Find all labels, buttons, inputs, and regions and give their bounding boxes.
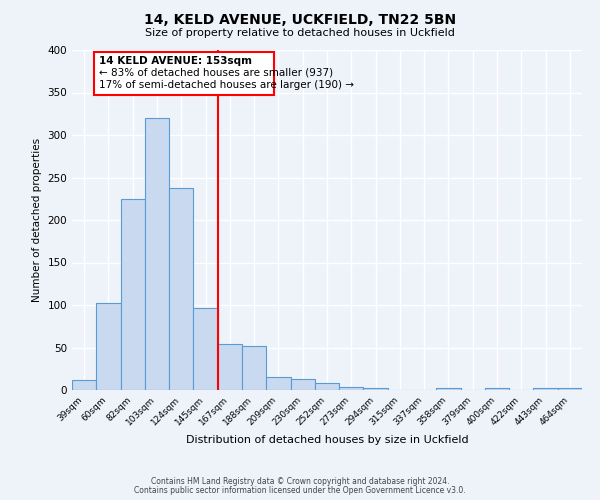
- Bar: [242, 346, 266, 390]
- Text: Size of property relative to detached houses in Uckfield: Size of property relative to detached ho…: [145, 28, 455, 38]
- Bar: [485, 388, 509, 390]
- Bar: [96, 304, 121, 390]
- Bar: [169, 188, 193, 390]
- Bar: [193, 308, 218, 390]
- Bar: [266, 378, 290, 390]
- Bar: [558, 388, 582, 390]
- Bar: [364, 388, 388, 390]
- Bar: [72, 380, 96, 390]
- Bar: [533, 388, 558, 390]
- Text: Contains HM Land Registry data © Crown copyright and database right 2024.: Contains HM Land Registry data © Crown c…: [151, 477, 449, 486]
- Text: 17% of semi-detached houses are larger (190) →: 17% of semi-detached houses are larger (…: [99, 80, 354, 90]
- Text: ← 83% of detached houses are smaller (937): ← 83% of detached houses are smaller (93…: [99, 68, 333, 78]
- Bar: [145, 118, 169, 390]
- Bar: [315, 383, 339, 390]
- Bar: [290, 379, 315, 390]
- FancyBboxPatch shape: [94, 52, 274, 95]
- Text: 14, KELD AVENUE, UCKFIELD, TN22 5BN: 14, KELD AVENUE, UCKFIELD, TN22 5BN: [144, 12, 456, 26]
- Bar: [218, 344, 242, 390]
- Bar: [436, 388, 461, 390]
- Y-axis label: Number of detached properties: Number of detached properties: [32, 138, 42, 302]
- X-axis label: Distribution of detached houses by size in Uckfield: Distribution of detached houses by size …: [185, 436, 469, 446]
- Text: 14 KELD AVENUE: 153sqm: 14 KELD AVENUE: 153sqm: [99, 56, 252, 66]
- Text: Contains public sector information licensed under the Open Government Licence v3: Contains public sector information licen…: [134, 486, 466, 495]
- Bar: [121, 198, 145, 390]
- Bar: [339, 388, 364, 390]
